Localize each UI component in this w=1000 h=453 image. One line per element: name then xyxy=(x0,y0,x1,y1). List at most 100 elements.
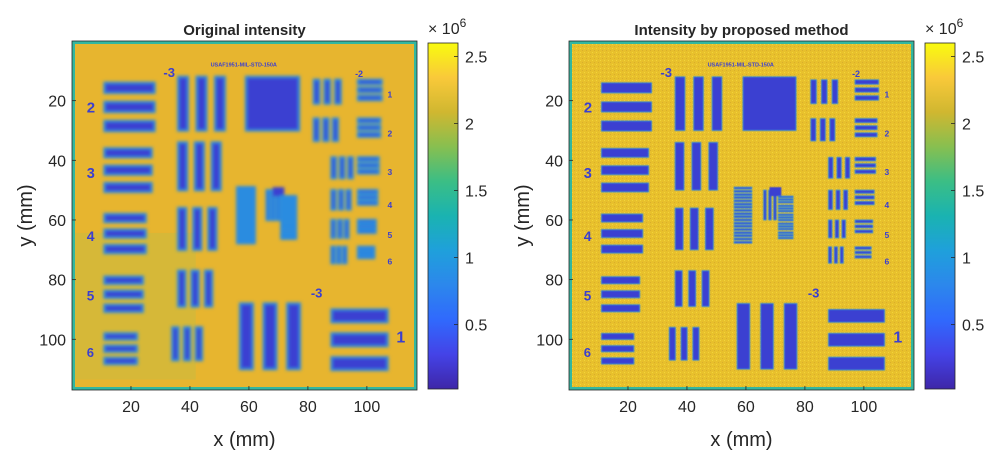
target-element-label: 5 xyxy=(584,289,592,304)
target-bar xyxy=(280,209,298,214)
target-bar xyxy=(103,147,153,159)
colorbar-tick-label: 1 xyxy=(962,251,971,268)
colorbar-tick-label: 0.5 xyxy=(962,318,984,335)
target-bar xyxy=(171,326,180,362)
target-bar xyxy=(356,124,382,131)
target-element-label: 6 xyxy=(388,257,393,267)
target-bar xyxy=(601,165,650,176)
target-bar xyxy=(733,231,753,235)
target-element-label: 1 xyxy=(396,329,405,346)
target-bar xyxy=(777,216,794,219)
target-bar xyxy=(680,326,688,361)
target-banner: USAF1951-MIL-STD-150A xyxy=(211,62,277,68)
target-bar xyxy=(280,203,298,208)
target-bar xyxy=(236,217,256,222)
target-bar xyxy=(103,81,156,95)
colorbar-tick-label: 2 xyxy=(962,116,971,133)
target-bar xyxy=(828,309,885,323)
target-bar xyxy=(733,209,753,212)
axes-box xyxy=(71,40,418,391)
target-bar xyxy=(280,212,298,217)
target-bar xyxy=(854,255,872,259)
target-bar xyxy=(601,182,650,193)
target-bar xyxy=(688,270,697,307)
target-bar xyxy=(280,200,298,205)
target-bar xyxy=(733,241,753,244)
target-bar xyxy=(844,156,851,179)
target-bar xyxy=(705,207,714,251)
target-bar xyxy=(330,218,337,239)
target-bar xyxy=(835,189,841,210)
target-bar xyxy=(601,120,652,132)
y-tick-label: 40 xyxy=(545,153,563,170)
target-bar xyxy=(733,215,753,218)
target-bar xyxy=(347,156,354,180)
target-element-label: 3 xyxy=(885,167,890,177)
target-element-label: 2 xyxy=(87,100,95,117)
target-bar xyxy=(103,275,144,285)
colorbar-tick-label: 1 xyxy=(465,251,474,268)
target-bar xyxy=(236,240,256,245)
target-bar xyxy=(828,246,832,264)
colorbar xyxy=(924,42,956,390)
x-tick-label: 80 xyxy=(796,399,814,416)
target-bar xyxy=(854,79,880,85)
target-bar xyxy=(236,224,256,229)
target-bar xyxy=(356,131,382,138)
y-tick-label: 40 xyxy=(48,153,66,170)
colorbar-tick-label: 1.5 xyxy=(962,184,984,201)
target-bar xyxy=(356,194,379,201)
target-bar xyxy=(777,218,794,222)
target-bar xyxy=(195,75,208,132)
target-bar xyxy=(356,117,382,124)
target-bar xyxy=(103,356,138,366)
target-bar xyxy=(236,202,256,207)
target-bar xyxy=(103,243,147,255)
y-tick-label: 100 xyxy=(536,332,563,349)
target-bar xyxy=(708,142,719,191)
target-bar xyxy=(828,332,885,347)
y-tick-label: 60 xyxy=(48,213,66,230)
target-bar xyxy=(833,246,838,264)
target-bar xyxy=(356,86,383,94)
target-bar xyxy=(733,228,753,231)
target-element-label: 1 xyxy=(885,90,890,100)
colorbar-tick-label: 0.5 xyxy=(465,318,487,335)
target-bars xyxy=(103,75,389,372)
target-bar xyxy=(854,87,880,93)
target-bar xyxy=(828,356,885,371)
target-bar xyxy=(280,227,298,231)
target-bar xyxy=(777,213,794,216)
target-bar xyxy=(356,94,383,102)
target-labels: -3 -2 -3 1 2 3 4 5 6 1 2 3 4 5 6 USAF1951-MIL-STD-150A xyxy=(87,62,406,360)
target-bar xyxy=(312,78,321,105)
target-element-label: 2 xyxy=(388,128,393,138)
target-element-label: 1 xyxy=(388,90,393,100)
target-bar xyxy=(777,204,794,207)
target-bar xyxy=(777,227,794,231)
target-bar xyxy=(280,206,298,211)
target-bar xyxy=(280,236,298,240)
target-square-small xyxy=(272,187,285,197)
target-group-label: -3 xyxy=(311,286,323,301)
target-bar xyxy=(177,141,189,192)
target-bar xyxy=(356,200,379,206)
target-labels: -3 -2 -3 1 2 3 4 5 6 1 2 3 4 5 6 USAF1951-MIL-STD-150A xyxy=(584,62,903,360)
target-bar xyxy=(854,219,874,224)
target-bar xyxy=(103,228,147,239)
x-tick-label: 40 xyxy=(678,399,696,416)
target-bar xyxy=(214,75,226,132)
target-bar xyxy=(103,344,138,353)
target-element-label: 6 xyxy=(885,257,890,267)
target-bar xyxy=(343,218,350,239)
target-group-label: -3 xyxy=(808,286,820,301)
target-bar xyxy=(356,78,383,86)
target-bar xyxy=(733,205,753,209)
target-bar xyxy=(777,198,794,201)
target-bar xyxy=(733,199,753,203)
target-bar xyxy=(103,181,153,194)
y-tick-label: 20 xyxy=(545,94,563,111)
panel-2: -3 -2 -3 1 2 3 4 5 6 1 2 3 4 5 6 USAF1951-MIL-STD-150A 2… xyxy=(512,16,984,451)
target-bar xyxy=(689,207,699,251)
